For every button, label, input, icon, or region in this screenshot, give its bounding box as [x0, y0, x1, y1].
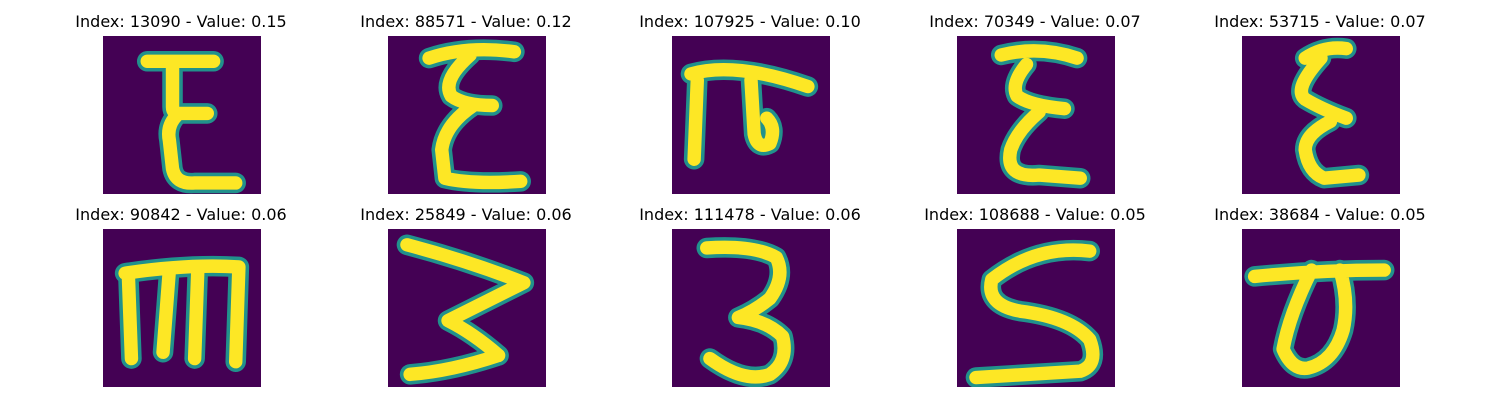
image-panel: Index: 13090 - Value: 0.15 — [31, 12, 331, 197]
image-panel: Index: 53715 - Value: 0.07 — [1170, 12, 1470, 197]
handwritten-glyph-image — [103, 229, 261, 387]
handwritten-glyph-image — [957, 36, 1115, 194]
handwritten-glyph-image — [1242, 36, 1400, 194]
panel-title: Index: 13090 - Value: 0.15 — [75, 12, 287, 31]
image-panel: Index: 107925 - Value: 0.10 — [600, 12, 900, 197]
glyph-stroke — [140, 54, 243, 190]
handwritten-glyph-image — [672, 229, 830, 387]
glyph-stroke — [700, 240, 791, 384]
glyph-stroke — [422, 42, 528, 190]
handwritten-glyph-image — [957, 229, 1115, 387]
panel-title: Index: 88571 - Value: 0.12 — [360, 12, 572, 31]
panel-title: Index: 25849 - Value: 0.06 — [360, 205, 572, 224]
glyph-stroke — [1247, 263, 1391, 376]
image-panel: Index: 111478 - Value: 0.06 — [600, 205, 900, 390]
image-panel: Index: 38684 - Value: 0.05 — [1170, 205, 1470, 390]
panel-title: Index: 90842 - Value: 0.06 — [75, 205, 287, 224]
panel-title: Index: 108688 - Value: 0.05 — [924, 205, 1146, 224]
image-panel: Index: 90842 - Value: 0.06 — [31, 205, 331, 390]
handwritten-glyph-image — [672, 36, 830, 194]
handwritten-glyph-image — [1242, 229, 1400, 387]
panel-title: Index: 107925 - Value: 0.10 — [639, 12, 861, 31]
glyph-stroke — [400, 238, 531, 382]
image-panel: Index: 70349 - Value: 0.07 — [885, 12, 1185, 197]
glyph-stroke — [684, 62, 815, 166]
glyph-stroke — [969, 243, 1100, 385]
panel-title: Index: 70349 - Value: 0.07 — [929, 12, 1141, 31]
handwritten-glyph-image — [103, 36, 261, 194]
handwritten-glyph-image — [388, 36, 546, 194]
image-panel: Index: 108688 - Value: 0.05 — [885, 205, 1185, 390]
glyph-stroke — [994, 44, 1087, 185]
image-panel: Index: 88571 - Value: 0.12 — [316, 12, 616, 197]
glyph-stroke — [1294, 41, 1366, 185]
panel-title: Index: 38684 - Value: 0.05 — [1214, 205, 1426, 224]
image-panel: Index: 25849 - Value: 0.06 — [316, 205, 616, 390]
panel-title: Index: 53715 - Value: 0.07 — [1214, 12, 1426, 31]
panel-title: Index: 111478 - Value: 0.06 — [639, 205, 861, 224]
glyph-stroke — [118, 259, 246, 369]
handwritten-glyph-image — [388, 229, 546, 387]
